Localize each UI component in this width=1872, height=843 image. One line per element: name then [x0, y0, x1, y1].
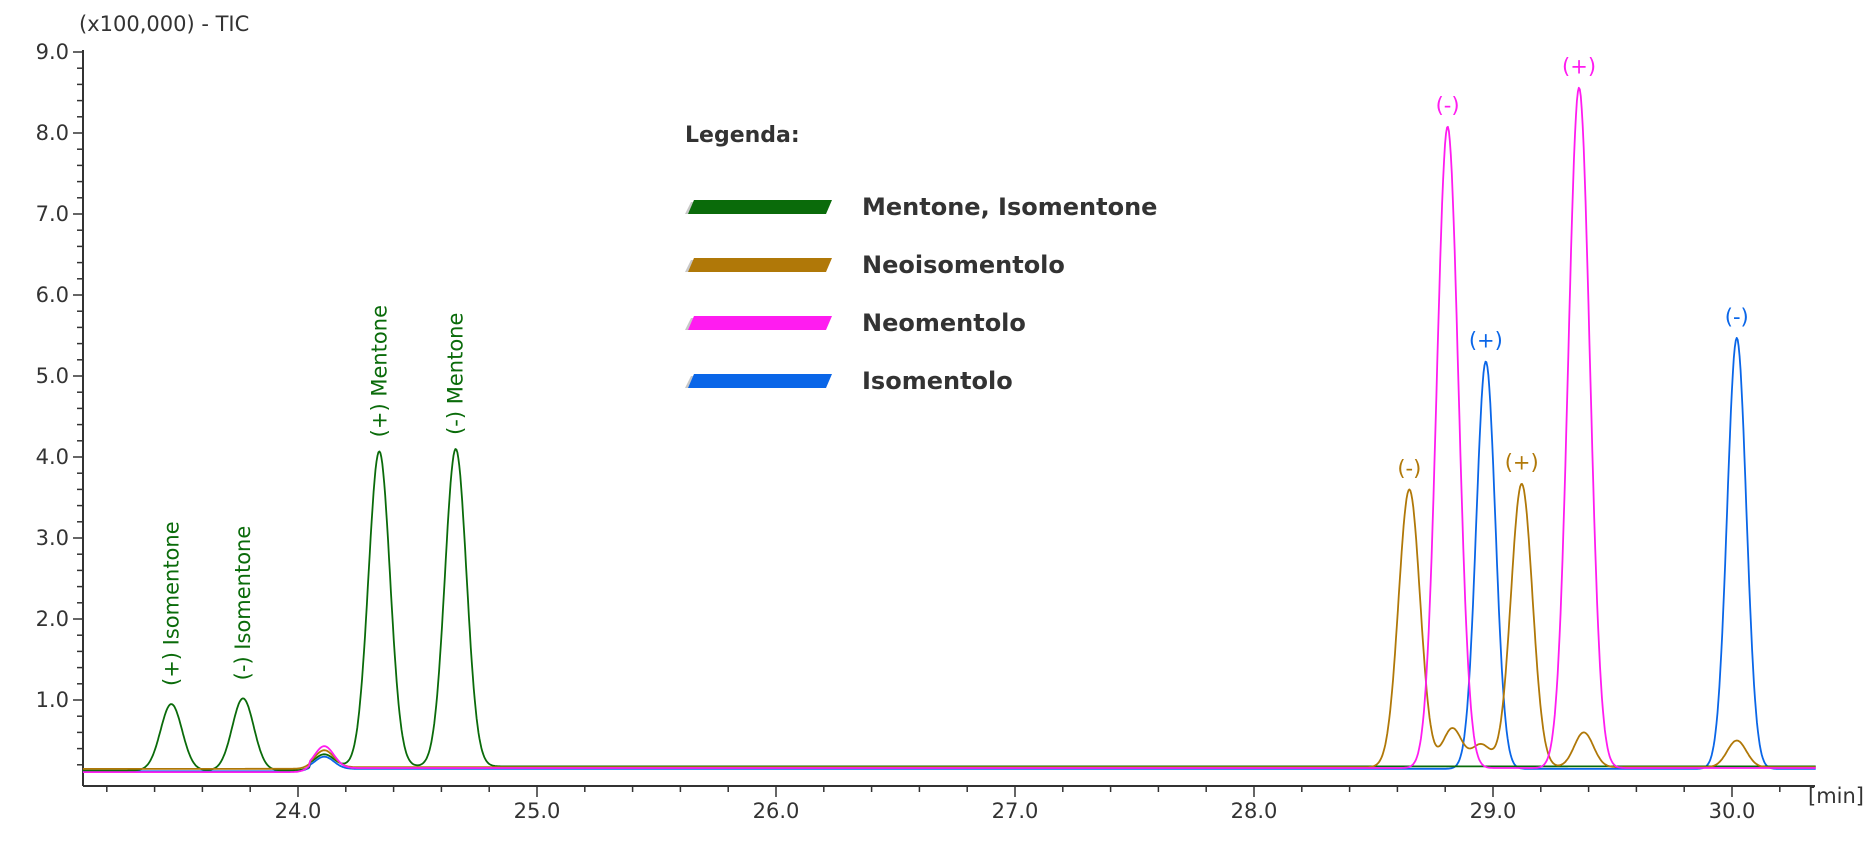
- peak-annotation: (+): [1469, 328, 1503, 352]
- x-tick-label: 30.0: [1709, 799, 1756, 823]
- legend-swatch: [688, 200, 832, 214]
- series-line-3: [82, 86, 1816, 773]
- x-tick-label: 26.0: [753, 799, 800, 823]
- legend-swatch: [688, 374, 832, 388]
- y-tick-label: 1.0: [36, 688, 69, 712]
- x-tick-label: 29.0: [1470, 799, 1517, 823]
- y-tick-label: 2.0: [36, 607, 69, 631]
- y-tick-label: 4.0: [36, 445, 69, 469]
- peak-annotation: (-): [1436, 94, 1460, 118]
- peak-annotation: (+) Isomentone: [159, 521, 183, 686]
- y-tick-label: 5.0: [36, 364, 69, 388]
- y-tick-label: 8.0: [36, 121, 69, 145]
- x-axis-title: [min]: [1808, 784, 1864, 808]
- y-tick-label: 7.0: [36, 202, 69, 226]
- peak-annotation-layer: (+) Isomentone (-) Isomentone (+) Mentone (…: [159, 55, 1748, 686]
- peak-annotation: (-) Isomentone: [231, 526, 255, 681]
- legend: Legenda: Mentone, Isomentone Neoisomentol…: [685, 123, 1157, 395]
- series-line-1: [82, 448, 1816, 772]
- series-line-2: [82, 482, 1816, 770]
- legend-label: Isomentolo: [862, 367, 1013, 395]
- legend-swatch: [688, 258, 832, 272]
- peak-annotation: (+): [1562, 55, 1596, 79]
- peak-annotation: (+): [1505, 451, 1539, 475]
- y-tick-label: 9.0: [36, 40, 69, 64]
- y-tick-label: 6.0: [36, 283, 69, 307]
- legend-label: Neomentolo: [862, 309, 1026, 337]
- legend-label: Neoisomentolo: [862, 251, 1065, 279]
- x-tick-label: 24.0: [275, 799, 322, 823]
- tick-layer: 1.0 2.0 3.0 4.0 5.0 6.0 7.0 8.0 9.0 24.0 25.0 26.0 2…: [36, 40, 1781, 823]
- series-layer: [82, 86, 1816, 773]
- y-axis-title: (x100,000) - TIC: [79, 12, 249, 36]
- x-tick-label: 28.0: [1231, 799, 1278, 823]
- x-tick-label: 27.0: [992, 799, 1039, 823]
- legend-title: Legenda:: [685, 123, 800, 148]
- peak-annotation: (-): [1397, 456, 1421, 480]
- peak-annotation: (-): [1725, 305, 1749, 329]
- peak-annotation: (+) Mentone: [367, 305, 391, 437]
- legend-swatch: [688, 316, 832, 330]
- peak-annotation: (-) Mentone: [444, 313, 468, 435]
- y-tick-label: 3.0: [36, 526, 69, 550]
- x-tick-label: 25.0: [514, 799, 561, 823]
- legend-label: Mentone, Isomentone: [862, 193, 1157, 221]
